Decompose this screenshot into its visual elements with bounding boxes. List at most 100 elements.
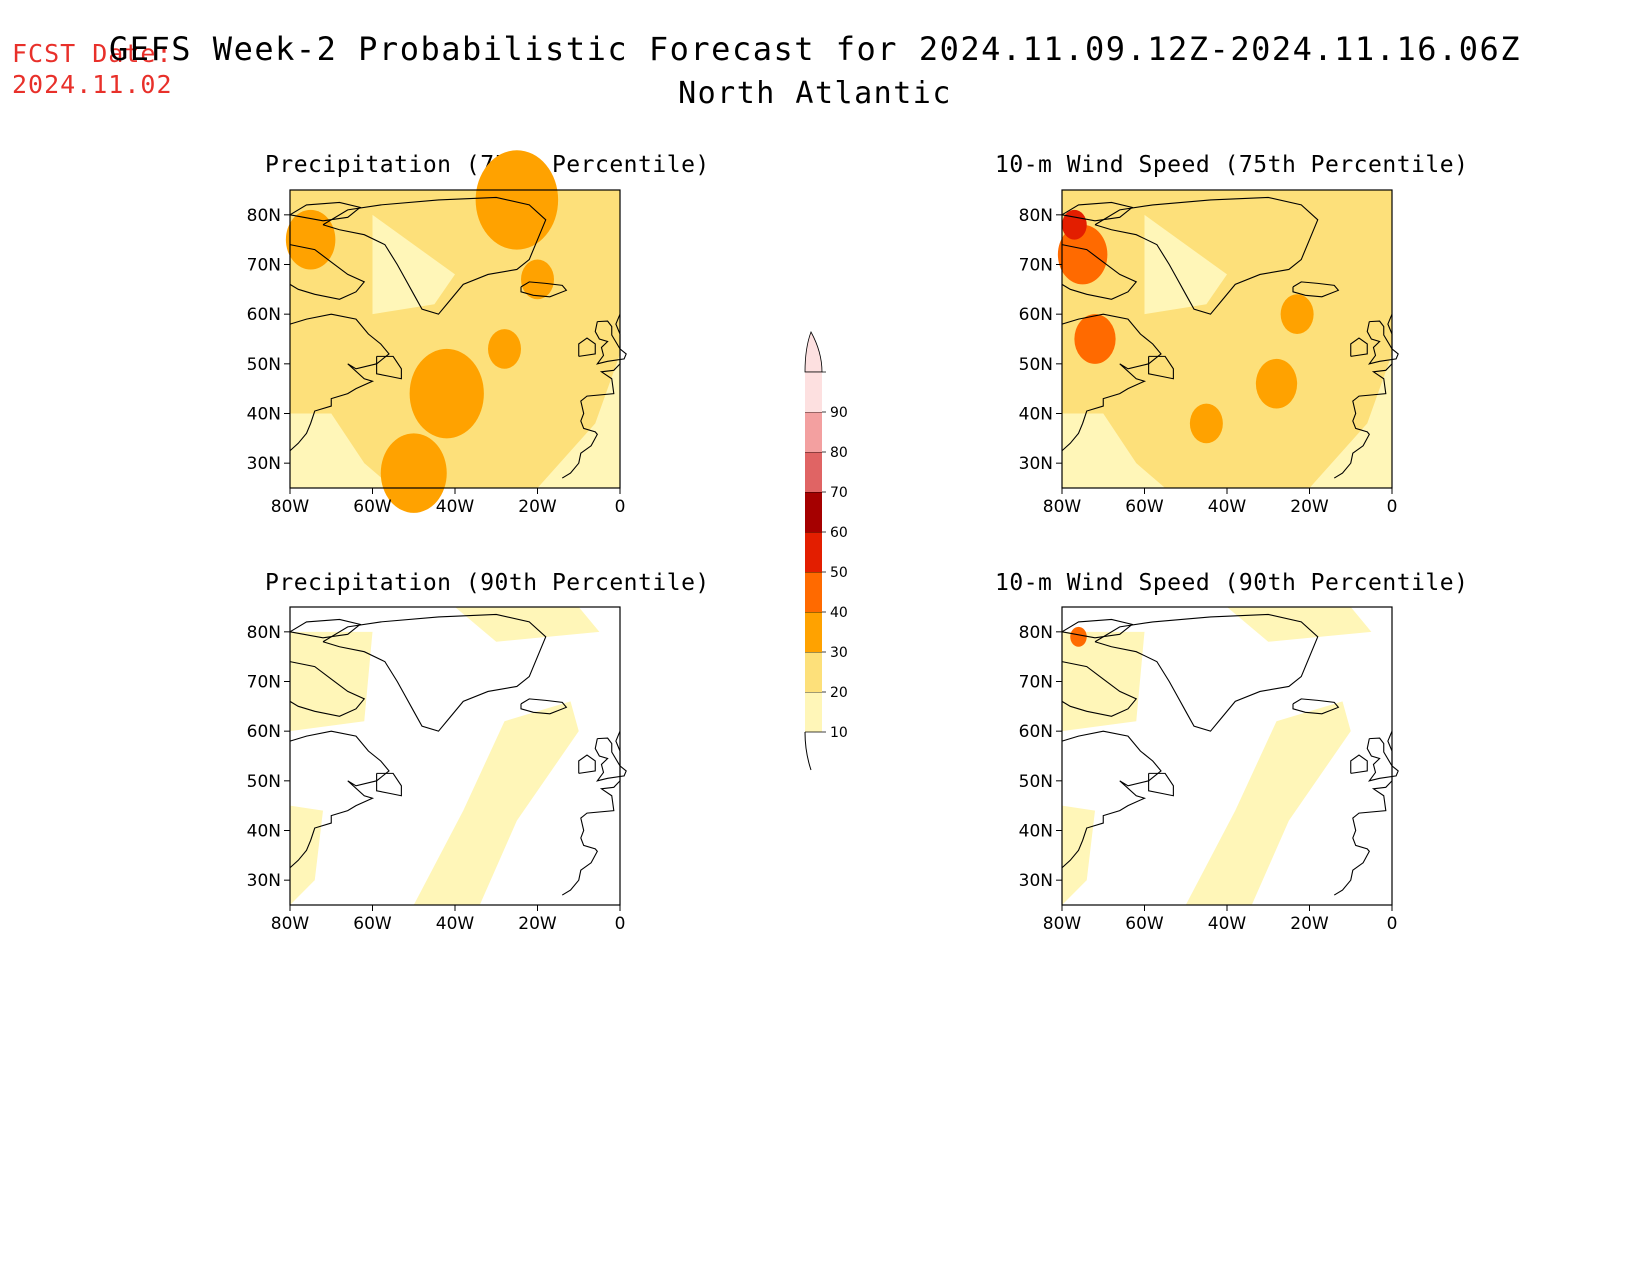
lat-tick-label: 40N — [247, 822, 281, 842]
coastline — [578, 337, 596, 357]
lon-tick-label: 20W — [1290, 497, 1329, 517]
lat-tick-label: 80N — [247, 206, 281, 226]
coastline — [520, 281, 568, 298]
coastline — [289, 201, 362, 222]
coastline — [1061, 730, 1162, 869]
shading-band — [1062, 631, 1145, 732]
probability-blob — [521, 259, 554, 300]
colorbar-label: 50 — [830, 565, 848, 581]
probability-blob — [1255, 358, 1298, 409]
lat-tick-label: 60N — [247, 722, 281, 742]
probability-blob — [409, 348, 484, 439]
shading-band — [413, 701, 579, 905]
lon-tick-label: 0 — [615, 497, 626, 517]
coastline — [1061, 244, 1138, 300]
coastline — [1148, 772, 1174, 797]
coastline — [1148, 355, 1174, 380]
shading-band — [537, 353, 620, 488]
colorbar-label: 30 — [830, 645, 848, 661]
coastline — [561, 313, 621, 479]
coastline — [289, 244, 366, 300]
probability-blob — [1280, 294, 1314, 335]
shading-band — [455, 607, 600, 642]
colorbar-label: 20 — [830, 685, 848, 701]
lon-tick-label: 80W — [1043, 497, 1082, 517]
colorbar-top-cap — [804, 331, 823, 373]
shading-band — [1062, 805, 1095, 905]
probability-blob — [380, 433, 447, 513]
lon-tick-label: 60W — [1125, 497, 1164, 517]
lat-tick-label: 70N — [247, 673, 281, 693]
probability-blob — [1074, 314, 1116, 364]
lon-tick-label: 80W — [271, 914, 310, 934]
map-precip-90: 80N 70N 60N 50N 40N 30N 80W 60W 40W 20W 0 — [247, 606, 627, 934]
panel-title-wind-90: 10-m Wind Speed (90th Percentile) — [995, 570, 1469, 596]
lon-tick-label: 80W — [1043, 914, 1082, 934]
colorbar-swatch — [805, 532, 822, 572]
coastline — [1094, 196, 1319, 315]
forecast-date-value: 2024.11.02 — [12, 70, 173, 99]
coastline — [322, 196, 547, 315]
probability-shading — [1057, 209, 1392, 488]
colorbar-swatch — [805, 412, 822, 452]
map-wind-75: 80N 70N 60N 50N 40N 30N 80W 60W 40W 20W 0 — [1019, 189, 1399, 517]
lat-tick-label: 40N — [247, 405, 281, 425]
lon-tick-label: 60W — [353, 497, 392, 517]
lat-tick-label: 50N — [1019, 355, 1053, 375]
lat-tick-label: 30N — [1019, 454, 1053, 474]
lat-tick-label: 40N — [1019, 405, 1053, 425]
coastline — [594, 320, 627, 365]
probability-blob — [1057, 224, 1108, 285]
colorbar-label: 40 — [830, 605, 848, 621]
probability-shading — [1062, 607, 1372, 905]
lon-tick-label: 20W — [518, 497, 557, 517]
lat-tick-label: 80N — [1019, 623, 1053, 643]
coastline — [322, 613, 547, 732]
coastline — [289, 313, 390, 452]
coastline — [1333, 730, 1393, 896]
colorbar-swatch — [805, 492, 822, 532]
lat-tick-label: 50N — [247, 772, 281, 792]
lat-tick-label: 30N — [247, 454, 281, 474]
lon-tick-label: 0 — [1387, 497, 1398, 517]
lon-tick-label: 60W — [353, 914, 392, 934]
colorbar-swatch — [805, 612, 822, 652]
lon-tick-label: 40W — [1208, 914, 1247, 934]
coastline — [1292, 698, 1340, 715]
coastline — [520, 698, 568, 715]
colorbar-swatch — [805, 692, 822, 732]
coastline — [594, 737, 627, 782]
probability-blob — [1062, 209, 1087, 240]
lat-tick-label: 70N — [1019, 673, 1053, 693]
lon-tick-label: 20W — [1290, 914, 1329, 934]
shading-band — [290, 631, 373, 732]
coastline — [1061, 618, 1134, 639]
coastline — [561, 730, 621, 896]
shading-band — [372, 214, 455, 315]
lon-tick-label: 40W — [436, 914, 475, 934]
coastline — [1350, 754, 1368, 774]
probability-blob — [1189, 403, 1223, 444]
coastline — [1061, 313, 1162, 452]
lat-tick-label: 60N — [1019, 305, 1053, 325]
panel-title-precip-90: Precipitation (90th Percentile) — [265, 570, 710, 596]
map-precip-75: 80N 70N 60N 50N 40N 30N 80W 60W 40W 20W 0 — [247, 150, 627, 517]
colorbar-swatch — [805, 372, 822, 412]
lat-tick-label: 70N — [247, 256, 281, 276]
coastlines — [289, 196, 627, 479]
lat-tick-label: 30N — [1019, 871, 1053, 891]
shading-band — [1309, 353, 1392, 488]
lon-tick-label: 40W — [436, 497, 475, 517]
main-title: GEFS Week-2 Probabilistic Forecast for 2… — [108, 30, 1522, 68]
lon-tick-label: 80W — [271, 497, 310, 517]
probability-blob — [1070, 626, 1087, 647]
probability-blob — [488, 329, 521, 369]
coastline — [376, 355, 402, 380]
coastline — [1292, 281, 1340, 298]
coastline — [1094, 613, 1319, 732]
colorbar-label: 10 — [830, 725, 848, 741]
colorbar-label: 80 — [830, 445, 848, 461]
panel-title-wind-75: 10-m Wind Speed (75th Percentile) — [995, 152, 1469, 178]
lat-tick-label: 50N — [1019, 772, 1053, 792]
colorbar-label: 60 — [830, 525, 848, 541]
